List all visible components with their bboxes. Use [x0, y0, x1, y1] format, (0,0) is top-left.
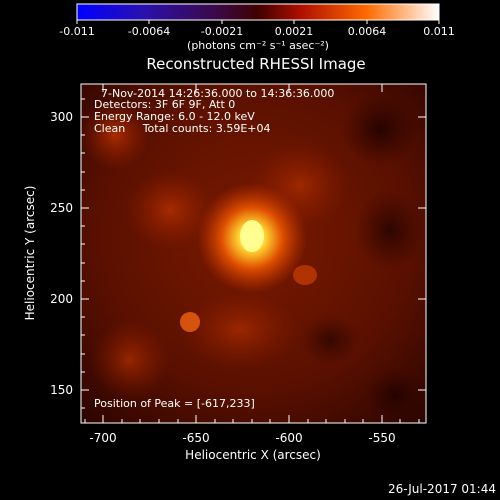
peak-position: Position of Peak = [-617,233] — [94, 397, 255, 410]
footer-timestamp: 26-Jul-2017 01:44 — [387, 482, 496, 496]
colorbar-tick-label: -0.011 — [59, 25, 95, 38]
x-tick-label: -650 — [182, 431, 210, 445]
info-line-detectors: Detectors: 3F 6F 9F, Att 0 — [94, 98, 236, 111]
colorbar-tick-label: -0.0021 — [200, 25, 244, 38]
y-axis-ticks — [81, 98, 426, 409]
colorbar-tick-label: 0.0064 — [347, 25, 387, 38]
colorbar-units: (photons cm⁻² s⁻¹ asec⁻²) — [187, 39, 329, 52]
info-line-counts: Clean Total counts: 3.59E+04 — [94, 122, 271, 135]
info-line-energy: Energy Range: 6.0 - 12.0 keV — [94, 110, 255, 123]
x-axis-label: Heliocentric X (arcsec) — [185, 448, 321, 462]
y-axis-label: Heliocentric Y (arcsec) — [23, 185, 37, 321]
y-tick-label: 300 — [50, 110, 73, 124]
colorbar-tick-label: 0.011 — [423, 25, 455, 38]
plot-frame — [80, 83, 427, 424]
x-tick-label: -600 — [275, 431, 303, 445]
x-axis-ticks — [84, 84, 420, 423]
y-tick-label: 150 — [50, 383, 73, 397]
y-tick-label: 200 — [50, 292, 73, 306]
rhessi-image — [81, 84, 426, 423]
colorbar-ticks — [76, 20, 440, 24]
info-line-time: 7-Nov-2014 14:26:36.000 to 14:36:36.000 — [101, 87, 335, 100]
colorbar — [76, 3, 440, 21]
x-tick-label: -700 — [89, 431, 117, 445]
colorbar-tick-label: -0.0064 — [127, 25, 171, 38]
x-tick-label: -550 — [368, 431, 396, 445]
y-tick-label: 250 — [50, 201, 73, 215]
plot-title: Reconstructed RHESSI Image — [146, 55, 366, 73]
colorbar-tick-label: 0.0021 — [274, 25, 314, 38]
